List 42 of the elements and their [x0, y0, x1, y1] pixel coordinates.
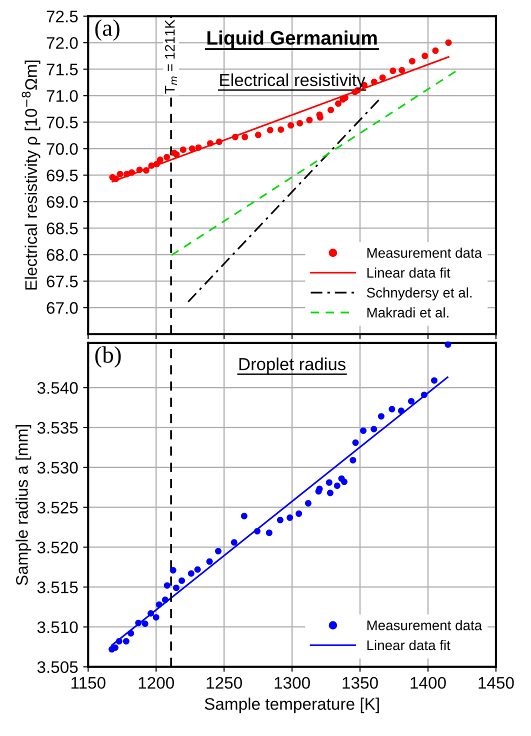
y-tick-label: 3.520: [37, 542, 78, 554]
x-axis-title: Sample temperature [K]: [204, 698, 379, 714]
y-tick-label: 3.515: [37, 581, 78, 594]
legend-label: Linear data fit: [367, 268, 450, 278]
y-tick-label: 69.5: [46, 170, 78, 182]
annotation: (b): [95, 346, 121, 368]
y-tick-label: 68.0: [46, 249, 78, 261]
ref-line-label: T$_{m}$ = 1211K: [164, 20, 177, 94]
y-tick-label: 3.530: [37, 462, 78, 474]
y-tick-label: 3.505: [37, 661, 78, 674]
x-tick-label: 1200: [138, 676, 174, 689]
x-tick-label: 1400: [410, 676, 446, 689]
x-tick-label: 1450: [478, 676, 514, 689]
y-tick-label: 72.5: [46, 10, 78, 22]
legend-label: Measurement data: [367, 620, 482, 630]
y-tick-label: 3.540: [37, 382, 78, 394]
y-tick-label: 71.0: [46, 90, 78, 102]
x-tick-label: 1150: [71, 676, 106, 689]
y-tick-label: 67.5: [46, 276, 78, 288]
legend-label: Measurement data: [367, 248, 482, 258]
y-tick-label: 68.5: [46, 222, 78, 234]
y-tick-label: 67.0: [46, 302, 78, 314]
annotation: (a): [95, 19, 120, 41]
y-tick-label: 3.510: [37, 621, 78, 634]
legend-label: Schnydersy et al.: [366, 287, 472, 300]
legend-label: Linear data fit: [367, 640, 450, 650]
text: Droplet radius: [239, 358, 346, 374]
x-tick-label: 1300: [274, 676, 310, 689]
y-tick-label: 70.5: [46, 116, 78, 128]
text: Liquid Germanium: [207, 30, 377, 49]
x-tick-label: 1250: [206, 676, 242, 689]
text: Electrical resistivity: [220, 73, 366, 90]
y-axis-title: Sample radius a [mm]: [16, 425, 32, 586]
y-tick-label: 70.0: [46, 143, 78, 155]
x-tick-label: 1350: [342, 676, 378, 689]
y-tick-label: 69.0: [46, 196, 78, 208]
y-tick-label: 72.0: [46, 37, 78, 49]
y-tick-label: 71.5: [46, 64, 78, 76]
y-axis-title: Electrical resistivity ρ [10$^{−8}$Ωm]: [22, 60, 40, 290]
legend-label: Makradi et al.: [367, 307, 448, 318]
y-tick-label: 3.535: [37, 422, 78, 434]
y-tick-label: 3.525: [37, 502, 78, 514]
